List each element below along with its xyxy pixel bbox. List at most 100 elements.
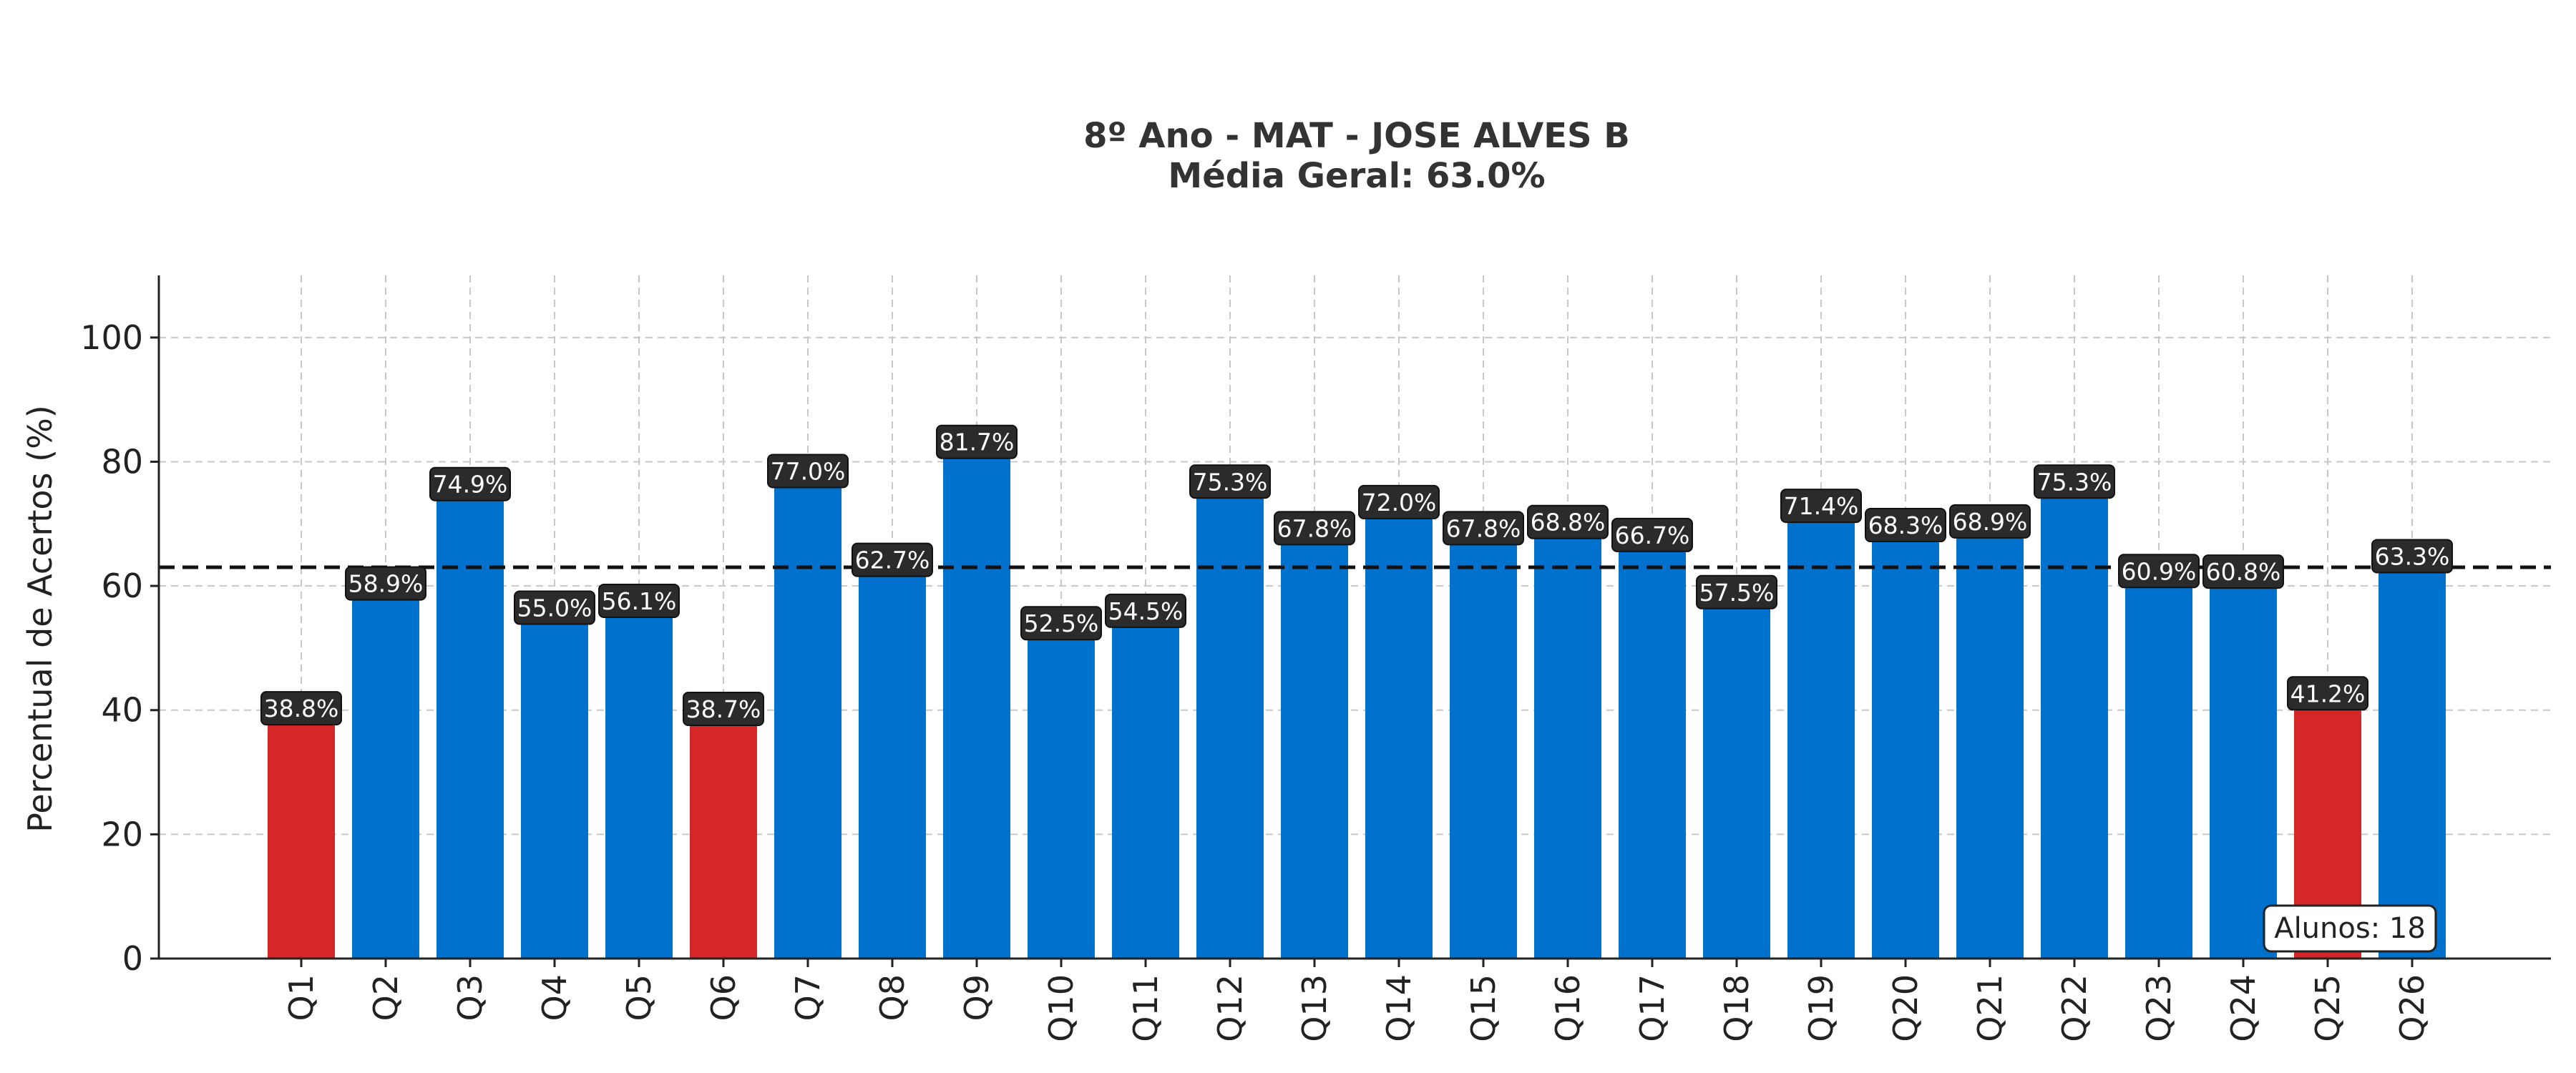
data-label-box (2202, 554, 2284, 589)
x-tick-label-q15: Q15 (1464, 974, 1503, 1042)
y-axis-label: Percentual de Acertos (%) (21, 405, 59, 832)
data-label-box (1105, 593, 1186, 628)
data-label-q18: 57.5% (1699, 579, 1775, 607)
data-label-box (767, 454, 849, 489)
data-label-q23: 60.9% (2122, 557, 2197, 585)
bar-q9 (943, 451, 1010, 959)
tick-labels: 0 20 40 60 80 100 Q1 Q2 Q3 Q4 Q5 Q6 Q7 Q8 Q9 Q10 Q11 Q12 Q… (80, 318, 2431, 1042)
x-tick-label-q14: Q14 (1380, 974, 1418, 1042)
data-labels: 38.8% 58.9% 74.9% 55.0% 56.1% 38.7% 77.0% 62.7%… (260, 424, 2453, 727)
data-label-box (1020, 606, 1102, 641)
bar-q8 (859, 569, 926, 959)
data-label-q3: 74.9% (433, 471, 508, 499)
x-tick-label-q4: Q4 (535, 974, 574, 1021)
data-label-q14: 72.0% (1362, 489, 1437, 516)
bar-q23 (2125, 580, 2192, 959)
x-tick-label-q13: Q13 (1295, 974, 1334, 1042)
data-label-q24: 60.8% (2206, 558, 2281, 586)
data-label-box (1358, 484, 1440, 519)
x-tick-label-q20: Q20 (1886, 974, 1925, 1042)
bar-q26 (2379, 565, 2446, 959)
x-tick-label-q25: Q25 (2308, 974, 2347, 1042)
y-tick-label: 80 (101, 442, 143, 481)
data-label-box (598, 583, 680, 618)
y-tick-label: 40 (101, 691, 143, 730)
data-label-box (2371, 539, 2453, 574)
data-label-box (1443, 511, 1524, 546)
x-tick-label-q5: Q5 (620, 974, 658, 1021)
bar-q11 (1112, 619, 1179, 959)
data-label-box (1780, 489, 1862, 524)
x-tick-label-q19: Q19 (1802, 974, 1840, 1042)
data-label-box (1527, 504, 1609, 539)
data-label-box (429, 466, 511, 501)
bar-q20 (1872, 534, 1939, 959)
data-label-box (1865, 508, 1946, 543)
x-tick-label-q11: Q11 (1126, 974, 1165, 1042)
x-tick-label-q17: Q17 (1633, 974, 1672, 1042)
bar-q21 (1956, 530, 2024, 959)
data-label-q20: 68.3% (1868, 511, 1943, 539)
data-label-box (514, 590, 595, 625)
y-tick-label: 20 (101, 815, 143, 853)
x-tick-label-q16: Q16 (1548, 974, 1587, 1042)
x-tick-label-q12: Q12 (1211, 974, 1249, 1042)
data-label-q2: 58.9% (348, 570, 424, 598)
y-tick-label: 60 (101, 567, 143, 605)
data-label-q9: 81.7% (940, 428, 1015, 456)
bar-q1 (268, 717, 335, 959)
data-label-box (2287, 676, 2368, 711)
data-label-q6: 38.7% (686, 695, 761, 723)
x-tick-label-q22: Q22 (2055, 974, 2094, 1042)
axes (150, 275, 2551, 967)
bar-q4 (521, 617, 588, 959)
y-tick-label: 100 (80, 318, 143, 357)
data-label-box (1949, 504, 2031, 539)
data-label-q22: 75.3% (2037, 468, 2112, 496)
bar-q2 (352, 592, 419, 959)
annotation-text: Alunos: 18 (2274, 912, 2426, 945)
bar-q15 (1450, 537, 1517, 959)
data-label-box (2118, 554, 2200, 589)
x-tick-label-q21: Q21 (1971, 974, 2009, 1042)
bar-q19 (1787, 515, 1855, 959)
data-label-q25: 41.2% (2290, 680, 2366, 707)
chart-subtitle: Média Geral: 63.0% (1168, 156, 1545, 196)
data-label-box (260, 691, 342, 726)
data-label-q11: 54.5% (1108, 597, 1184, 625)
bar-q24 (2210, 581, 2277, 959)
bar-q13 (1281, 537, 1348, 959)
x-tick-label-q26: Q26 (2393, 974, 2431, 1042)
x-tick-label-q24: Q24 (2224, 974, 2263, 1042)
data-label-box (1189, 464, 1271, 499)
data-label-box (1611, 517, 1693, 552)
data-label-q26: 63.3% (2375, 542, 2450, 570)
bar-q5 (605, 609, 673, 959)
x-tick-label-q7: Q7 (789, 974, 827, 1021)
bar-q18 (1703, 601, 1770, 959)
data-label-q5: 56.1% (602, 587, 677, 615)
x-tick-label-q10: Q10 (1042, 974, 1080, 1042)
data-label-q10: 52.5% (1024, 609, 1099, 637)
bar-q14 (1365, 511, 1433, 959)
bar-q3 (436, 493, 504, 959)
bar-q6 (690, 718, 757, 959)
x-tick-label-q18: Q18 (1717, 974, 1756, 1042)
data-label-q1: 38.8% (264, 695, 339, 722)
data-label-q13: 67.8% (1277, 514, 1352, 542)
bar-q22 (2041, 491, 2108, 959)
data-label-box (1696, 574, 1777, 609)
x-tick-label-q8: Q8 (873, 974, 912, 1021)
x-tick-label-q9: Q9 (957, 974, 996, 1021)
bar-q12 (1196, 491, 1264, 959)
y-tick-label: 0 (122, 939, 143, 978)
data-label-box (936, 424, 1018, 459)
data-label-box (1274, 511, 1355, 546)
x-tick-label-q2: Q2 (366, 974, 405, 1021)
x-tick-label-q23: Q23 (2140, 974, 2178, 1042)
data-label-q19: 71.4% (1784, 492, 1859, 520)
students-count-annotation: Alunos: 18 (2263, 904, 2437, 953)
data-label-q7: 77.0% (771, 458, 846, 486)
data-label-q12: 75.3% (1193, 468, 1268, 496)
